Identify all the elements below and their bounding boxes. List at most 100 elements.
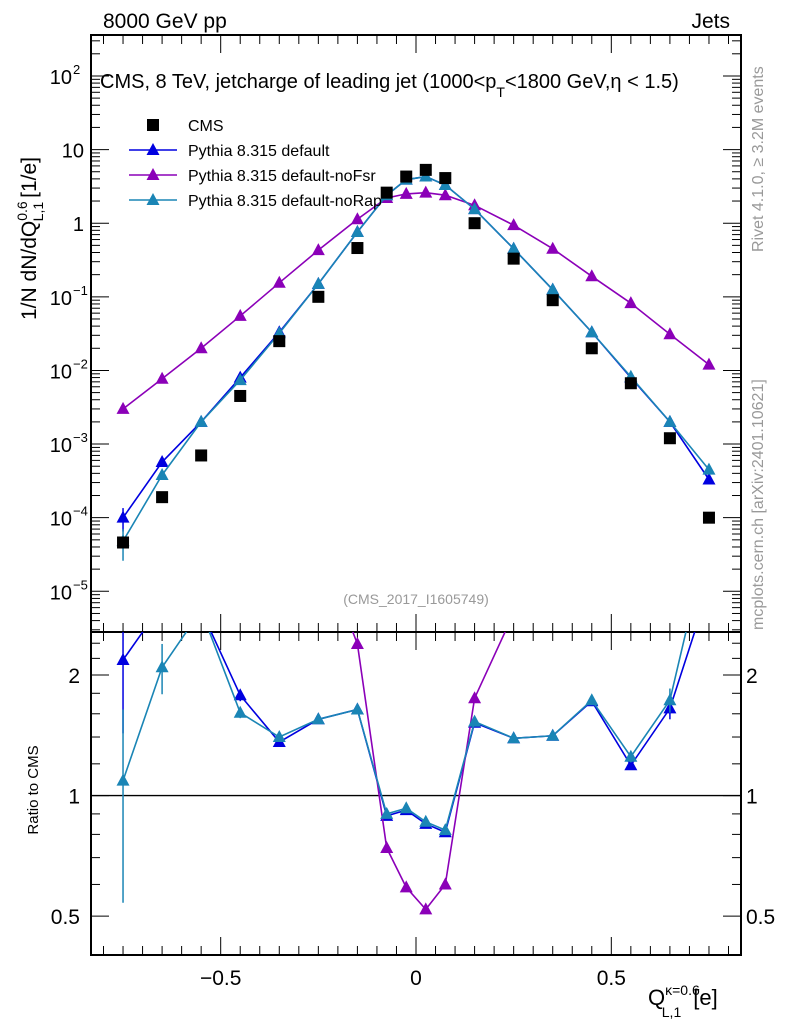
data-point-pythia-8-315-default-norap [155, 467, 169, 480]
ratio-point-pythia-8-315-default-nofsr [468, 691, 482, 704]
ratio-point-pythia-8-315-default-norap [702, 527, 715, 539]
ratio-point-pythia-8-315-default-nofsr [419, 902, 433, 915]
ratio-point-pythia-8-315-default-norap [233, 705, 247, 718]
data-point-pythia-8-315-default-nofsr [624, 296, 638, 309]
data-point-pythia-8-315-default [116, 510, 130, 523]
ratio-tick-label: 2 [68, 665, 80, 688]
ratio-point-pythia-8-315-default-norap [380, 806, 394, 819]
ratio-tick-label: 1 [68, 786, 80, 809]
ratio-point-pythia-8-315-default [156, 597, 169, 609]
data-point-pythia-8-315-default-norap [350, 224, 364, 237]
ratio-point-pythia-8-315-default-nofsr [312, 535, 325, 547]
ratio-point-pythia-8-315-default-nofsr [507, 606, 520, 618]
data-point-cms [312, 290, 325, 303]
ratio-series [116, 353, 715, 915]
data-point-cms [380, 186, 393, 199]
ratio-tick-label-right: 0.5 [746, 906, 775, 929]
data-point-cms [702, 511, 715, 524]
ratio-point-pythia-8-315-default-norap [195, 603, 208, 615]
ratio-point-pythia-8-315-default-norap [399, 801, 413, 814]
ratio-tick-label-right: 1 [746, 786, 758, 809]
y-tick-label: 10 [50, 361, 72, 383]
ratio-point-pythia-8-315-default [233, 688, 247, 701]
ratio-line-pythia-8-315-default [122, 632, 696, 834]
data-point-cms [195, 449, 208, 462]
data-point-pythia-8-315-default-nofsr [272, 275, 286, 288]
legend: CMS Pythia 8.315 default Pythia 8.315 defa… [129, 118, 382, 210]
data-point-pythia-8-315-default-nofsr [233, 308, 247, 321]
legend-marker-pythia-8-315-default-norap [146, 193, 160, 205]
ratio-point-pythia-8-315-default-norap [663, 693, 677, 706]
x-tick-label: 0.5 [597, 967, 626, 990]
ratio-point-pythia-8-315-default-nofsr [273, 471, 286, 483]
header-left: 8000 GeV pp [103, 10, 227, 33]
data-point-cms [234, 389, 247, 402]
y-tick-label: 10 [50, 509, 72, 531]
data-point-pythia-8-315-default-norap [663, 414, 677, 427]
ratio-point-pythia-8-315-default [624, 758, 638, 771]
ratio-point-pythia-8-315-default [702, 581, 715, 593]
ratio-point-pythia-8-315-default-nofsr [399, 880, 413, 893]
legend-marker-pythia-8-315-default-nofsr [146, 168, 160, 180]
ratio-point-pythia-8-315-default-norap [507, 731, 521, 744]
legend-label-cms: CMS [188, 118, 224, 135]
data-point-cms [400, 170, 413, 183]
data-point-cms [419, 163, 432, 176]
data-point-pythia-8-315-default-nofsr [663, 327, 677, 340]
data-point-cms [156, 491, 169, 504]
data-point-pythia-8-315-default-nofsr [194, 341, 208, 354]
legend-label-pythia-8-315-default-norap: Pythia 8.315 default-noRap [188, 193, 382, 210]
header-right: Jets [691, 10, 730, 33]
data-point-pythia-8-315-default-norap [507, 241, 521, 254]
data-point-pythia-8-315-default-norap [233, 373, 247, 386]
ratio-point-pythia-8-315-default-nofsr [234, 356, 247, 368]
data-point-pythia-8-315-default-norap [468, 202, 482, 215]
data-point-pythia-8-315-default-nofsr [546, 241, 560, 254]
y-tick-exponent: −2 [73, 356, 88, 371]
ratio-frame [90, 631, 742, 956]
legend-label-pythia-8-315-default: Pythia 8.315 default [188, 143, 330, 160]
data-point-pythia-8-315-default [702, 472, 716, 485]
y-tick-label: 10 [50, 435, 72, 457]
y-axis-label: 1/N dN/dQ0.6L,1[1/e] [14, 157, 46, 320]
ratio-point-pythia-8-315-default-nofsr [624, 353, 637, 365]
ratio-point-pythia-8-315-default-norap [546, 728, 560, 741]
ratio-point-pythia-8-315-default-nofsr [585, 397, 598, 409]
data-point-pythia-8-315-default-norap [194, 414, 208, 427]
x-tick-label: −0.5 [200, 967, 241, 990]
y-tick-exponent: −3 [73, 430, 88, 445]
legend-marker-cms [147, 119, 159, 131]
mcplots-note: mcplots.cern.ch [arXiv:2401.10621] [750, 379, 767, 630]
data-point-pythia-8-315-default-nofsr [438, 188, 452, 201]
ratio-point-pythia-8-315-default-norap [116, 773, 130, 786]
y-tick-exponent: −1 [73, 283, 88, 298]
y-tick-label: 10 [50, 582, 72, 604]
data-point-pythia-8-315-default-nofsr [155, 371, 169, 384]
data-point-cms [663, 432, 676, 445]
rivet-note: Rivet 4.1.0, ≥ 3.2M events [750, 66, 767, 252]
ratio-line-pythia-8-315-default-nofsr [351, 632, 506, 911]
ratio-point-pythia-8-315-default-norap [350, 702, 364, 715]
ratio-point-pythia-8-315-default-norap [585, 693, 599, 706]
ratio-point-pythia-8-315-default-norap [311, 712, 325, 725]
x-tick-label: 0 [410, 967, 422, 990]
main-series [116, 163, 716, 561]
data-point-pythia-8-315-default [155, 455, 169, 468]
data-point-cms [546, 294, 559, 307]
ratio-tick-label: 0.5 [51, 906, 80, 929]
ratio-point-pythia-8-315-default-nofsr [546, 509, 559, 521]
data-point-pythia-8-315-default-nofsr [311, 243, 325, 256]
series-line-pythia-8-315-default-nofsr [122, 191, 710, 410]
data-point-pythia-8-315-default-nofsr [507, 218, 521, 231]
data-point-cms [439, 172, 452, 185]
data-point-cms [351, 242, 364, 255]
data-point-pythia-8-315-default-nofsr [702, 357, 716, 370]
series-line-pythia-8-315-default [122, 175, 710, 519]
data-point-pythia-8-315-default-norap [585, 325, 599, 338]
data-point-pythia-8-315-default-nofsr [585, 269, 599, 282]
ratio-point-pythia-8-315-default-nofsr [438, 877, 452, 890]
analysis-id: (CMS_2017_I1605749) [343, 591, 489, 607]
ratio-point-pythia-8-315-default-nofsr [350, 636, 364, 649]
